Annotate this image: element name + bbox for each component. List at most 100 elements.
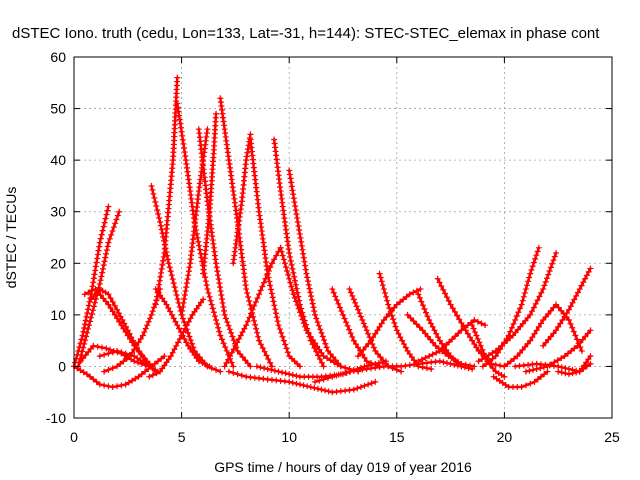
- data-point-marker: [296, 230, 303, 237]
- data-point-marker: [86, 322, 93, 329]
- data-point-marker: [194, 234, 201, 241]
- data-point-marker: [294, 215, 301, 222]
- data-point-marker: [255, 333, 262, 340]
- data-point-marker: [289, 287, 296, 294]
- data-point-marker: [163, 359, 170, 366]
- data-point-marker: [360, 346, 367, 353]
- data-point-marker: [135, 347, 142, 354]
- data-point-marker: [434, 275, 441, 282]
- data-point-marker: [103, 250, 110, 257]
- data-point-marker: [185, 329, 192, 336]
- data-point-marker: [546, 268, 553, 275]
- data-point-marker: [531, 330, 538, 337]
- data-point-marker: [168, 272, 175, 279]
- data-point-marker: [355, 306, 362, 313]
- data-point-marker: [283, 345, 290, 352]
- data-point-marker: [157, 219, 164, 226]
- data-point-marker: [114, 363, 121, 370]
- data-point-marker: [446, 339, 453, 346]
- data-point-marker: [92, 263, 99, 270]
- data-point-marker: [166, 264, 173, 271]
- data-point-marker: [540, 342, 547, 349]
- series-36: [490, 368, 551, 391]
- data-point-marker: [312, 378, 319, 385]
- data-point-marker: [571, 296, 578, 303]
- data-point-marker: [587, 360, 594, 367]
- data-point-marker: [583, 363, 590, 370]
- series-35: [475, 249, 560, 365]
- plot-area: [71, 74, 594, 396]
- y-tick-label: 60: [50, 49, 66, 65]
- data-point-marker: [376, 323, 383, 330]
- data-point-marker: [398, 368, 405, 375]
- data-point-marker: [159, 365, 166, 372]
- data-point-marker: [111, 302, 118, 309]
- data-point-marker: [220, 307, 227, 314]
- data-point-marker: [170, 280, 177, 287]
- data-point-marker: [190, 344, 197, 351]
- data-point-marker: [218, 292, 225, 299]
- data-point-marker: [329, 286, 336, 293]
- data-point-marker: [100, 262, 107, 269]
- data-point-marker: [174, 295, 181, 302]
- series-28: [355, 286, 424, 360]
- data-point-marker: [264, 366, 271, 373]
- data-point-marker: [559, 317, 566, 324]
- data-point-marker: [219, 299, 226, 306]
- data-point-marker: [555, 368, 562, 375]
- y-tick-label: 10: [50, 307, 66, 323]
- data-point-marker: [122, 381, 129, 388]
- data-point-marker: [555, 323, 562, 330]
- data-point-marker: [207, 297, 214, 304]
- data-point-marker: [102, 215, 109, 222]
- data-point-marker: [213, 110, 220, 117]
- data-point-marker: [365, 381, 372, 388]
- data-point-marker: [429, 351, 436, 358]
- x-tick-label: 5: [178, 429, 186, 445]
- data-point-marker: [289, 265, 296, 272]
- series-0: [71, 203, 112, 370]
- data-point-marker: [244, 290, 251, 297]
- data-point-marker: [104, 207, 111, 214]
- data-point-marker: [288, 183, 295, 190]
- data-point-marker: [433, 349, 440, 356]
- data-point-marker: [97, 277, 104, 284]
- data-point-marker: [573, 369, 580, 376]
- data-point-marker: [352, 341, 359, 348]
- data-point-marker: [355, 367, 362, 374]
- data-point-marker: [268, 290, 275, 297]
- data-point-marker: [98, 273, 105, 280]
- data-point-marker: [213, 260, 220, 267]
- data-point-marker: [483, 360, 490, 367]
- data-point-marker: [314, 385, 321, 392]
- data-point-marker: [126, 351, 133, 358]
- data-point-marker: [580, 279, 587, 286]
- data-point-marker: [99, 227, 106, 234]
- data-point-marker: [530, 259, 537, 266]
- data-point-marker: [88, 287, 95, 294]
- x-tick-label: 15: [389, 429, 405, 445]
- data-point-marker: [316, 377, 323, 384]
- data-point-marker: [265, 268, 272, 275]
- data-point-marker: [519, 346, 526, 353]
- data-point-marker: [133, 342, 140, 349]
- data-point-marker: [554, 357, 561, 364]
- data-point-marker: [286, 371, 293, 378]
- data-point-marker: [158, 269, 165, 276]
- data-point-marker: [471, 363, 478, 370]
- data-point-marker: [353, 303, 360, 310]
- series-34: [479, 244, 542, 370]
- data-point-marker: [140, 359, 147, 366]
- data-point-marker: [383, 313, 390, 320]
- data-point-marker: [327, 357, 334, 364]
- data-point-marker: [379, 282, 386, 289]
- data-point-marker: [474, 318, 481, 325]
- data-point-marker: [538, 289, 545, 296]
- data-point-marker: [532, 300, 539, 307]
- data-point-marker: [150, 190, 157, 197]
- data-point-marker: [349, 292, 356, 299]
- data-point-marker: [196, 354, 203, 361]
- data-point-marker: [182, 153, 189, 160]
- data-point-marker: [444, 359, 451, 366]
- data-point-marker: [435, 334, 442, 341]
